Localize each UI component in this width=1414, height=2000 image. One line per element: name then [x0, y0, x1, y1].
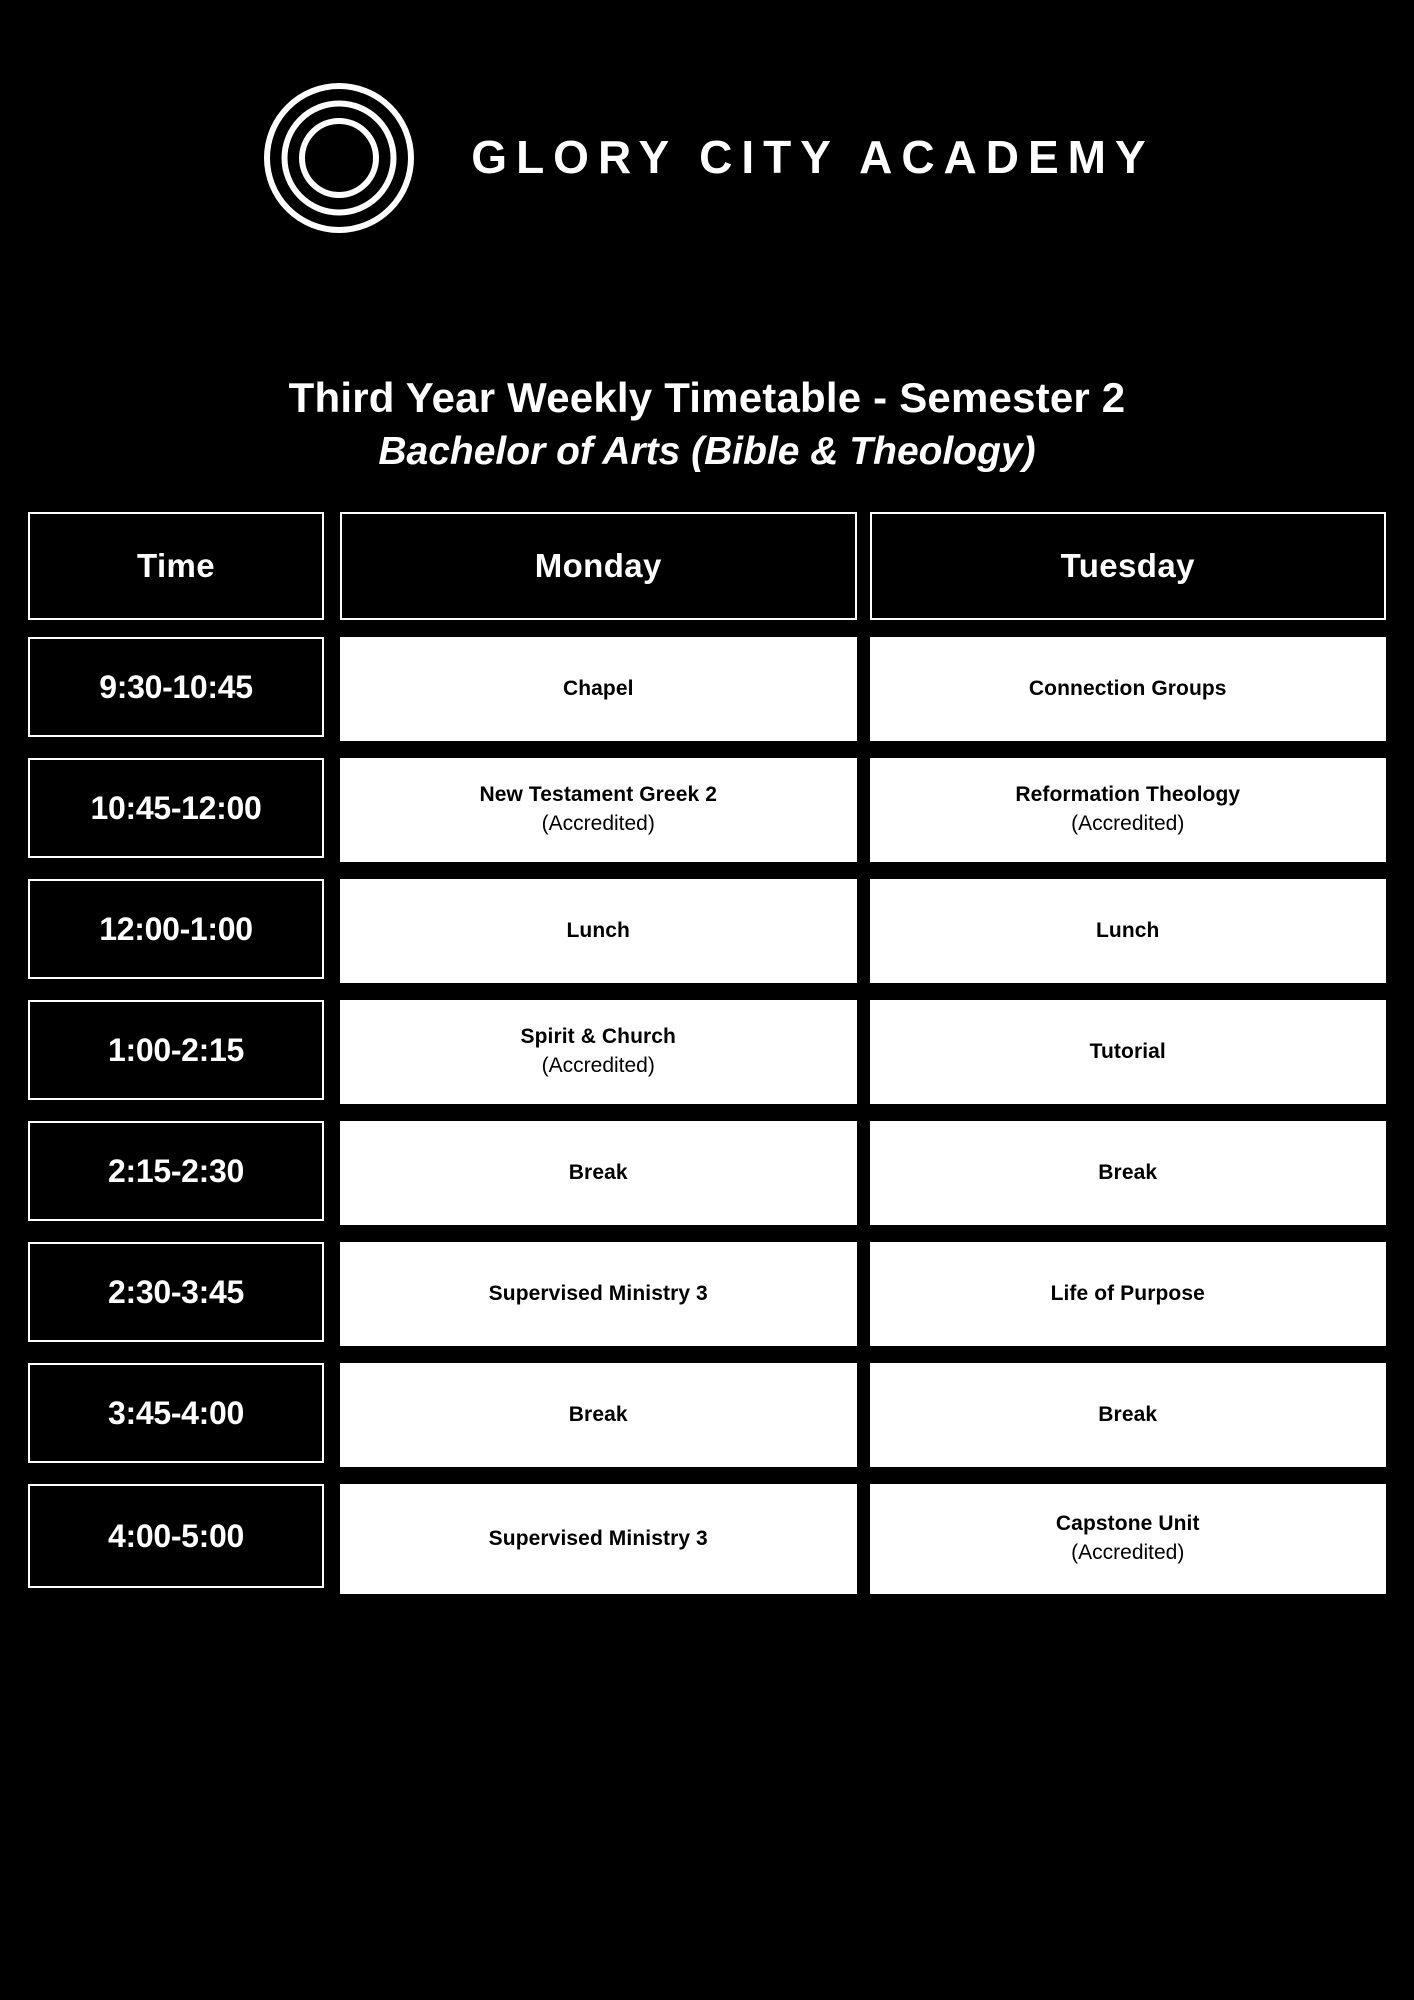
- tuesday-cell: Tutorial: [869, 1000, 1386, 1104]
- tuesday-cell: Reformation Theology (Accredited): [869, 758, 1386, 862]
- table-row: 12:00-1:00 Lunch Lunch: [28, 879, 1386, 983]
- table-row: 2:30-3:45 Supervised Ministry 3 Life of …: [28, 1242, 1386, 1346]
- monday-cell: Chapel: [340, 637, 857, 741]
- table-header-row: Time Monday Tuesday: [28, 512, 1386, 620]
- accredited-label: (Accredited): [541, 1054, 655, 1078]
- monday-cell: Break: [340, 1363, 857, 1467]
- header-time: Time: [28, 512, 324, 620]
- subject-label: Capstone Unit: [1055, 1512, 1200, 1536]
- subject-label: Break: [568, 1161, 628, 1185]
- subject-label: Connection Groups: [1028, 677, 1227, 701]
- monday-cell: Supervised Ministry 3: [340, 1484, 857, 1594]
- subject-label: Break: [1098, 1161, 1158, 1185]
- subject-label: Supervised Ministry 3: [488, 1282, 708, 1306]
- subject-label: Lunch: [1096, 919, 1160, 943]
- subject-label: New Testament Greek 2: [479, 783, 717, 807]
- time-slot: 4:00-5:00: [28, 1484, 324, 1588]
- monday-cell: Break: [340, 1121, 857, 1225]
- accredited-label: (Accredited): [541, 812, 655, 836]
- page-title: Third Year Weekly Timetable - Semester 2: [288, 374, 1126, 421]
- time-slot: 10:45-12:00: [28, 758, 324, 858]
- concentric-rings-logo-icon: [264, 83, 415, 233]
- subject-label: Tutorial: [1089, 1040, 1166, 1064]
- page-subtitle: Bachelor of Arts (Bible & Theology): [378, 430, 1036, 474]
- tuesday-cell: Lunch: [869, 879, 1386, 983]
- table-row: 2:15-2:30 Break Break: [28, 1121, 1386, 1225]
- time-slot: 2:15-2:30: [28, 1121, 324, 1221]
- subject-label: Spirit & Church: [520, 1025, 676, 1049]
- header-monday: Monday: [340, 512, 857, 620]
- monday-cell: Supervised Ministry 3: [340, 1242, 857, 1346]
- subject-label: Supervised Ministry 3: [488, 1527, 708, 1551]
- time-slot: 9:30-10:45: [28, 637, 324, 737]
- page-title-block: Third Year Weekly Timetable - Semester 2…: [0, 372, 1414, 478]
- brand-header: GLORY CITY ACADEMY: [0, 78, 1414, 238]
- time-slot: 1:00-2:15: [28, 1000, 324, 1100]
- tuesday-cell: Capstone Unit (Accredited): [869, 1484, 1386, 1594]
- tuesday-cell: Break: [869, 1121, 1386, 1225]
- table-row: 10:45-12:00 New Testament Greek 2 (Accre…: [28, 758, 1386, 862]
- table-row: 3:45-4:00 Break Break: [28, 1363, 1386, 1467]
- monday-cell: Lunch: [340, 879, 857, 983]
- table-row: 4:00-5:00 Supervised Ministry 3 Capstone…: [28, 1484, 1386, 1594]
- subject-label: Reformation Theology: [1015, 783, 1241, 807]
- subject-label: Break: [1098, 1403, 1158, 1427]
- accredited-label: (Accredited): [1071, 812, 1185, 836]
- header-tuesday: Tuesday: [869, 512, 1386, 620]
- subject-label: Lunch: [566, 919, 630, 943]
- subject-label: Break: [568, 1403, 628, 1427]
- timetable: Time Monday Tuesday 9:30-10:45 Chapel Co…: [28, 512, 1386, 1594]
- subject-label: Life of Purpose: [1050, 1282, 1205, 1306]
- time-slot: 3:45-4:00: [28, 1363, 324, 1463]
- tuesday-cell: Connection Groups: [869, 637, 1386, 741]
- subject-label: Chapel: [562, 677, 634, 701]
- academy-wordmark: GLORY CITY ACADEMY: [471, 131, 1155, 183]
- table-row: 1:00-2:15 Spirit & Church (Accredited) T…: [28, 1000, 1386, 1104]
- time-slot: 12:00-1:00: [28, 879, 324, 979]
- tuesday-cell: Break: [869, 1363, 1386, 1467]
- monday-cell: Spirit & Church (Accredited): [340, 1000, 857, 1104]
- time-slot: 2:30-3:45: [28, 1242, 324, 1342]
- table-row: 9:30-10:45 Chapel Connection Groups: [28, 637, 1386, 741]
- monday-cell: New Testament Greek 2 (Accredited): [340, 758, 857, 862]
- accredited-label: (Accredited): [1071, 1541, 1185, 1565]
- tuesday-cell: Life of Purpose: [869, 1242, 1386, 1346]
